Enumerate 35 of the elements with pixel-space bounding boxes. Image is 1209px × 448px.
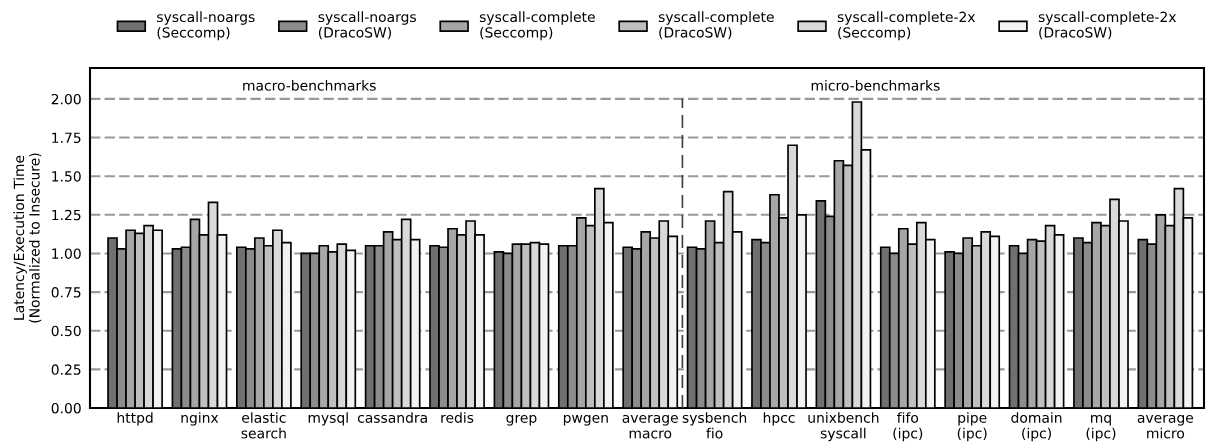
- x-tick-label: httpd: [117, 412, 153, 426]
- y-tick-label: 0.75: [51, 287, 81, 298]
- x-tick-label: pwgen: [563, 414, 608, 426]
- legend-label: syscall-complete (DracoSW): [658, 11, 774, 40]
- x-tick-label: unixbench syscall: [808, 412, 879, 442]
- x-tick-label: average macro: [622, 414, 678, 439]
- y-axis-title: Latency/Execution Time (Normalized to Insecure): [13, 153, 42, 323]
- x-tick-label: elastic search: [241, 412, 286, 439]
- y-tick-label: 1.25: [52, 209, 81, 221]
- x-tick-label: pipe (ipc): [957, 412, 987, 442]
- y-tick-label: 1.50: [52, 171, 81, 182]
- y-tick-label: 0.25: [51, 364, 81, 375]
- x-tick-label: redis: [441, 412, 474, 423]
- y-tick-label: 0.50: [51, 325, 81, 337]
- annotation: micro-benchmarks: [811, 79, 940, 91]
- legend-label: syscall-noargs (Seccomp): [157, 11, 255, 41]
- x-tick-label: hpcc: [763, 412, 795, 426]
- legend-label: syscall-complete-2x (Seccomp): [837, 11, 976, 41]
- x-tick-label: sysbench fio: [682, 412, 747, 439]
- y-tick-label: 1.00: [52, 248, 81, 259]
- legend-label: syscall-noargs (DracoSW): [318, 11, 416, 40]
- x-tick-label: domain (ipc): [1011, 412, 1062, 442]
- legend-label: syscall-complete-2x (DracoSW): [1038, 11, 1177, 40]
- y-tick-label: 1.75: [52, 132, 81, 144]
- x-tick-label: cassandra: [357, 412, 427, 423]
- x-tick-label: fifo (ipc): [893, 412, 923, 442]
- x-tick-label: mysql: [308, 412, 348, 426]
- x-tick-label: nginx: [181, 412, 219, 426]
- x-tick-label: mq (ipc): [1086, 414, 1116, 442]
- y-tick-label: 2.00: [51, 93, 81, 105]
- annotation: macro-benchmarks: [243, 79, 376, 91]
- y-tick-label: 0.00: [51, 402, 81, 414]
- x-tick-label: grep: [506, 414, 537, 426]
- x-tick-label: average micro: [1137, 414, 1194, 439]
- legend-label: syscall-complete (Seccomp): [479, 11, 595, 41]
